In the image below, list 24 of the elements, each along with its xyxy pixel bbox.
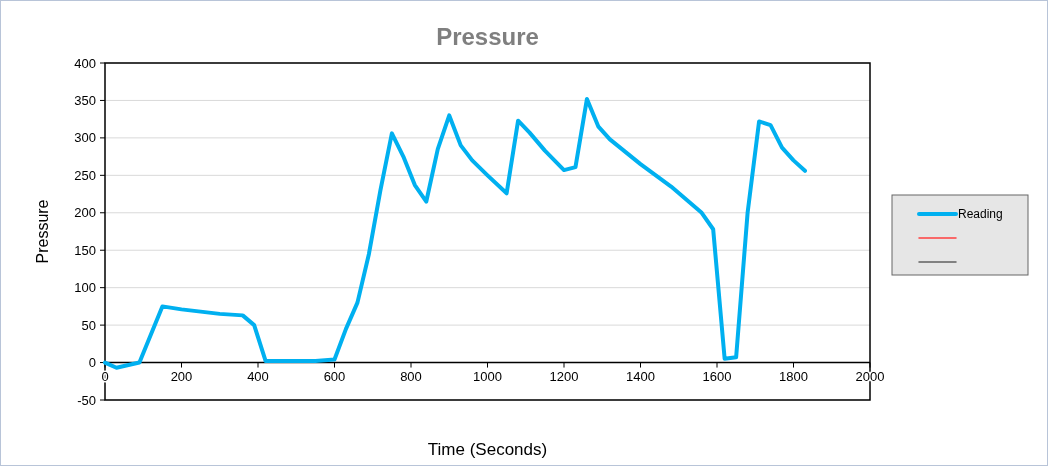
y-tick-label: 350	[74, 92, 96, 108]
y-tick-label: 200	[74, 205, 96, 221]
y-tick-label: 150	[74, 242, 96, 258]
x-tick-label: 1400	[626, 368, 655, 384]
y-tick-label: 0	[88, 355, 96, 371]
x-tick-label: 1600	[702, 368, 732, 384]
x-tick-label: 400	[247, 368, 269, 384]
x-axis-title: Time (Seconds)	[427, 440, 548, 459]
y-tick-label: 400	[74, 55, 96, 71]
y-tick-label: 100	[74, 280, 96, 296]
x-tick-label: 1200	[549, 368, 579, 384]
y-tick-label: 50	[81, 317, 96, 333]
x-tick-label: 1800	[779, 368, 808, 384]
y-tick-label: -50	[77, 392, 96, 408]
x-tick-label: 200	[170, 368, 193, 384]
y-axis-title: Pressure	[34, 199, 51, 264]
y-tick-label: 250	[74, 167, 96, 183]
x-tick-label: 600	[323, 368, 346, 384]
chart-title: Pressure	[436, 23, 539, 50]
legend-label: Reading	[958, 207, 1003, 222]
x-tick-label: 1000	[473, 368, 502, 384]
line-series	[103, 96, 807, 370]
x-tick-label: 800	[400, 368, 422, 384]
y-tick-label: 300	[74, 130, 96, 146]
